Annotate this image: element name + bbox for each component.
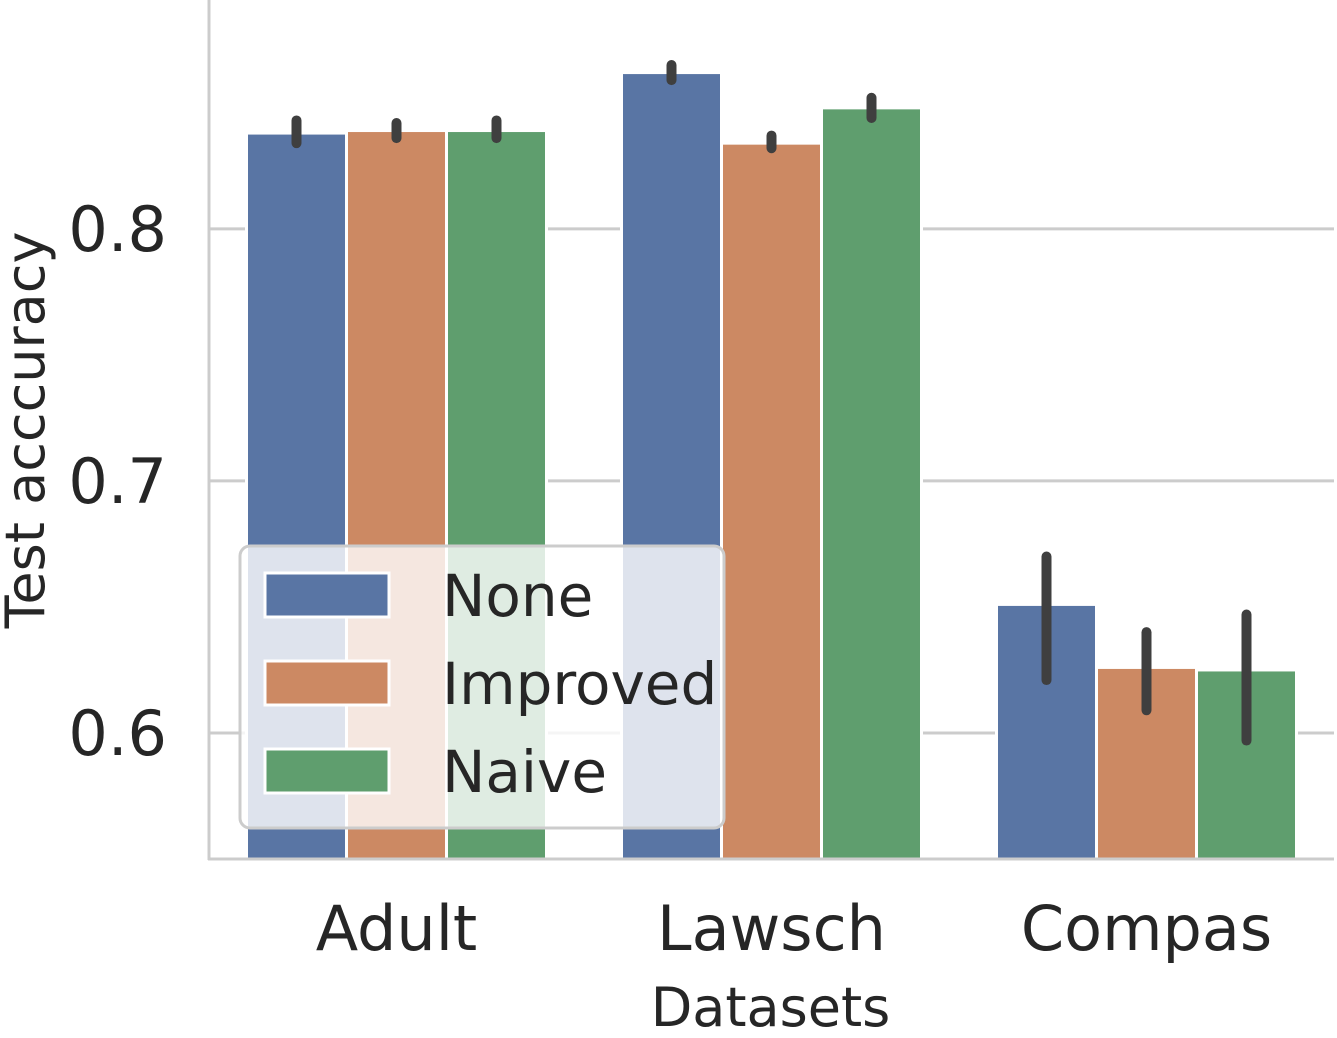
error-bars (291, 60, 1252, 746)
legend-label-improved: Improved (442, 650, 717, 718)
x-tick-label: Compas (1021, 892, 1272, 965)
x-tick-label: Lawsch (657, 892, 886, 965)
y-axis-title: Test acccuracy (0, 232, 57, 630)
legend-swatch-naive (263, 747, 391, 795)
legend: None Improved Naive (238, 544, 726, 830)
legend-swatch-none (263, 571, 391, 619)
x-axis-title: Datasets (651, 976, 891, 1038)
bar-lawsch-improved (720, 141, 823, 861)
y-tick-label: 0.6 (68, 697, 167, 770)
bar-lawsch-naive (820, 106, 923, 861)
x-tick-label: Adult (316, 892, 478, 965)
legend-swatch-improved (263, 659, 391, 707)
y-tick-label: 0.7 (68, 445, 167, 518)
legend-label-none: None (442, 562, 593, 630)
y-tick-label: 0.8 (68, 193, 167, 266)
legend-label-naive: Naive (442, 738, 607, 806)
